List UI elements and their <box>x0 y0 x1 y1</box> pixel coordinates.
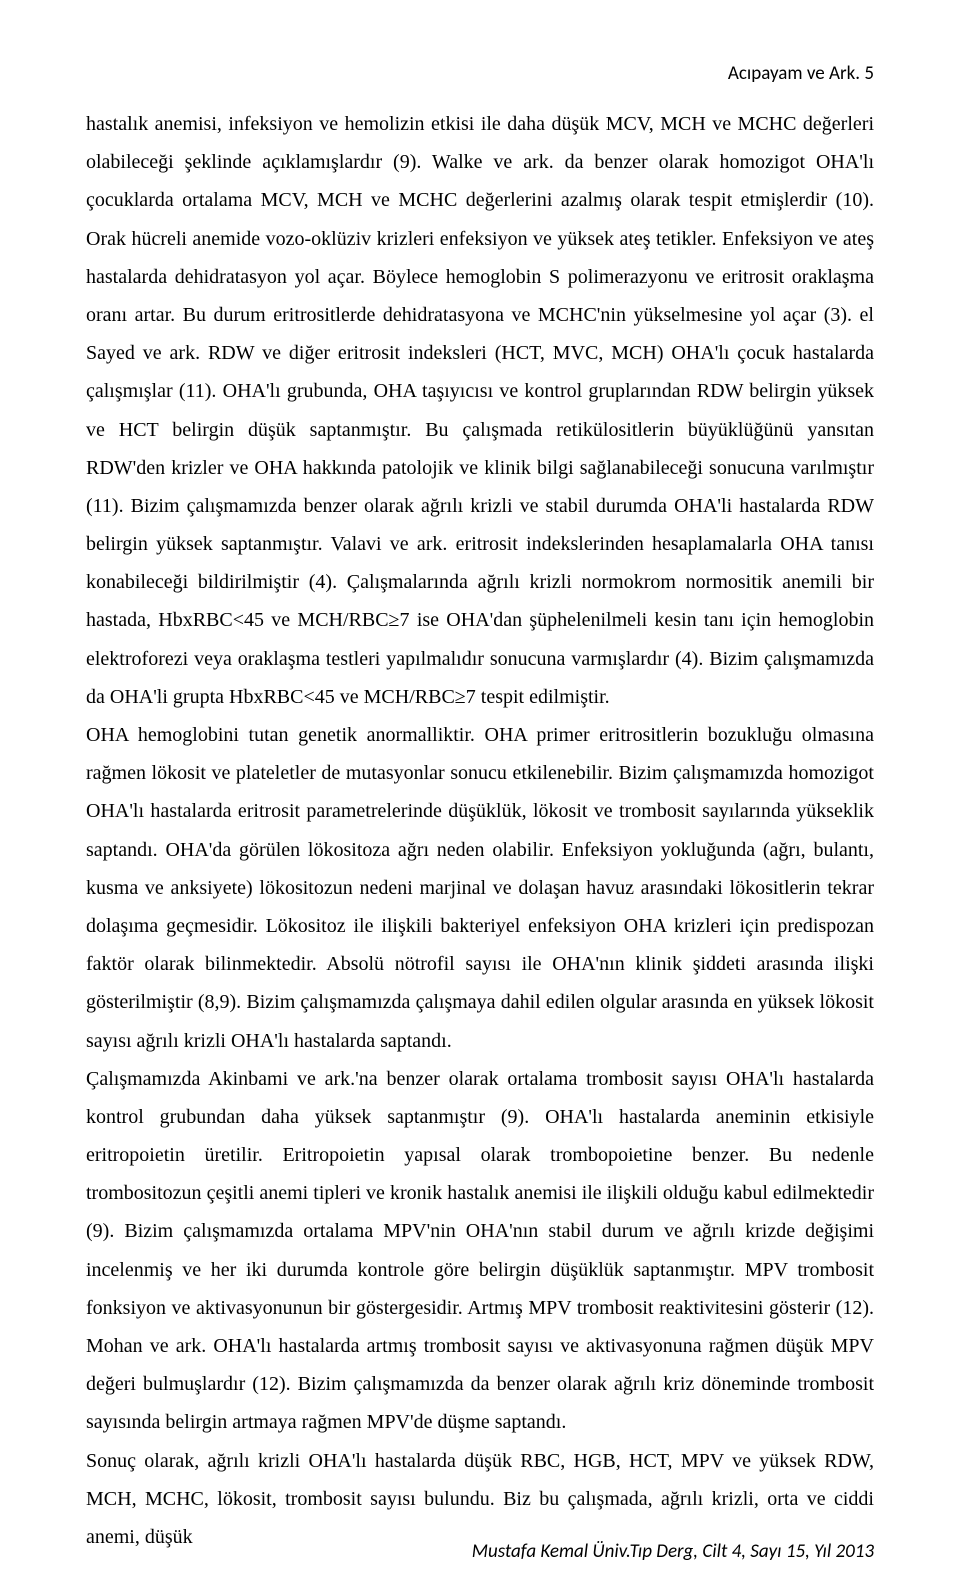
page-footer: Mustafa Kemal Üniv.Tıp Derg, Cilt 4, Say… <box>472 1540 874 1563</box>
footer-citation: Mustafa Kemal Üniv.Tıp Derg, Cilt 4, Say… <box>472 1540 874 1563</box>
article-body: hastalık anemisi, infeksiyon ve hemolizi… <box>86 105 874 1556</box>
running-header: Acıpayam ve Ark. 5 <box>86 62 874 85</box>
paragraph: Sonuç olarak, ağrılı krizli OHA'lı hasta… <box>86 1442 874 1557</box>
paragraph: hastalık anemisi, infeksiyon ve hemolizi… <box>86 105 874 716</box>
paragraph: OHA hemoglobini tutan genetik anormallik… <box>86 716 874 1060</box>
running-title: Acıpayam ve Ark. 5 <box>728 62 874 85</box>
paragraph: Çalışmamızda Akinbami ve ark.'na benzer … <box>86 1060 874 1442</box>
